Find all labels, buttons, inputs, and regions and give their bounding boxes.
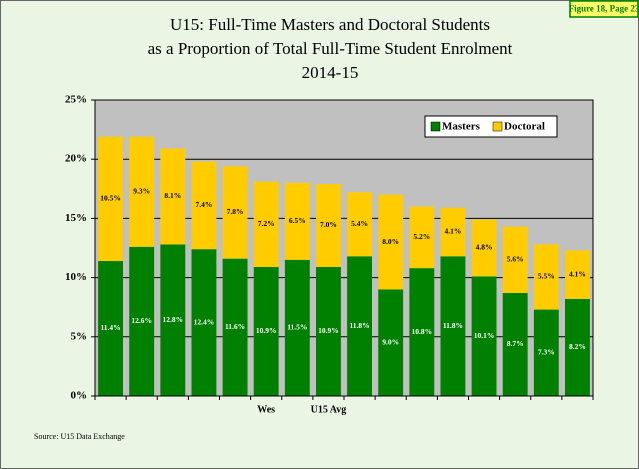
chart-title: 2014-15 (302, 63, 359, 82)
data-label: 8.2% (569, 342, 586, 351)
data-label: 12.6% (131, 316, 152, 325)
bar-segment (191, 161, 217, 250)
data-label: 7.0% (320, 220, 337, 229)
data-label: 11.8% (443, 321, 463, 330)
bar-segment (440, 207, 466, 257)
bar-segment (502, 292, 528, 396)
bar-segment (502, 226, 528, 293)
y-tick-label: 0% (71, 390, 88, 402)
data-label: 11.4% (100, 323, 120, 332)
bar-segment (160, 244, 186, 396)
data-label: 7.8% (227, 207, 244, 216)
bar-segment (253, 181, 279, 267)
bar-segment (378, 289, 404, 396)
bar-segment (315, 184, 341, 267)
figure-label-box (569, 0, 639, 18)
y-tick-label: 5% (71, 330, 88, 342)
data-label: 7.3% (538, 348, 555, 357)
legend-swatch (430, 121, 441, 132)
data-label: 9.3% (133, 186, 150, 195)
x-tick-label: U15 Avg (311, 404, 347, 415)
bar-segment (315, 266, 341, 396)
legend-label: Masters (442, 121, 481, 133)
data-label: 11.8% (349, 321, 369, 330)
bar-segment (471, 276, 497, 396)
data-label: 8.0% (382, 237, 399, 246)
bar-segment (564, 250, 590, 299)
bar-segment (440, 256, 466, 396)
legend-label: Doctoral (504, 121, 545, 133)
data-label: 4.8% (476, 243, 493, 252)
data-label: 5.2% (413, 232, 430, 241)
data-label: 10.8% (412, 327, 433, 336)
bar-segment (533, 309, 559, 396)
data-label: 5.4% (351, 219, 368, 228)
data-label: 11.5% (287, 323, 307, 332)
bar-segment (222, 258, 248, 396)
data-label: 5.5% (538, 272, 555, 281)
data-label: 8.1% (164, 191, 181, 200)
bar-segment (253, 266, 279, 396)
legend-swatch (492, 121, 503, 132)
bar-segment (284, 259, 310, 396)
data-label: 10.5% (100, 194, 121, 203)
source: Source: U15 Data Exchange (34, 432, 125, 441)
bar-segment (284, 182, 310, 260)
data-label: 8.7% (507, 339, 524, 348)
bar-segment (98, 136, 124, 262)
bar-segment (409, 206, 435, 269)
data-label: 12.8% (163, 315, 184, 324)
data-label: 10.9% (318, 326, 339, 335)
bar-segment (533, 244, 559, 310)
bar-segment (191, 249, 217, 396)
data-label: 7.4% (196, 200, 213, 209)
data-label: 6.5% (289, 216, 306, 225)
data-label: 9.0% (382, 337, 399, 346)
data-label: 10.1% (474, 331, 495, 340)
x-tick-label: Wes (257, 404, 275, 415)
data-label: 4.1% (569, 269, 586, 278)
chart-title: U15: Full-Time Masters and Doctoral Stud… (170, 15, 490, 34)
y-tick-label: 25% (65, 94, 87, 106)
data-label: 11.6% (225, 322, 245, 331)
data-label: 7.2% (258, 219, 275, 228)
chart-title: as a Proportion of Total Full-Time Stude… (148, 39, 513, 58)
y-tick-label: 15% (65, 212, 87, 224)
bar-segment (129, 136, 155, 247)
y-tick-label: 20% (65, 153, 87, 165)
bar-segment (222, 166, 248, 259)
bar-segment (378, 194, 404, 290)
data-label: 10.9% (256, 326, 277, 335)
bar-segment (564, 298, 590, 396)
data-label: 5.6% (507, 255, 524, 264)
bar-segment (98, 261, 124, 396)
bar-segment (347, 192, 373, 257)
data-label: 4.1% (445, 227, 462, 236)
figure-label: Figure 18, Page 23 (569, 4, 639, 14)
bar-segment (471, 219, 497, 277)
bar-segment (129, 246, 155, 396)
bar-segment (409, 268, 435, 396)
legend-box (424, 115, 558, 138)
bar-segment (347, 256, 373, 396)
data-label: 12.4% (194, 317, 215, 326)
y-tick-label: 10% (65, 271, 87, 283)
bar-segment (160, 148, 186, 245)
